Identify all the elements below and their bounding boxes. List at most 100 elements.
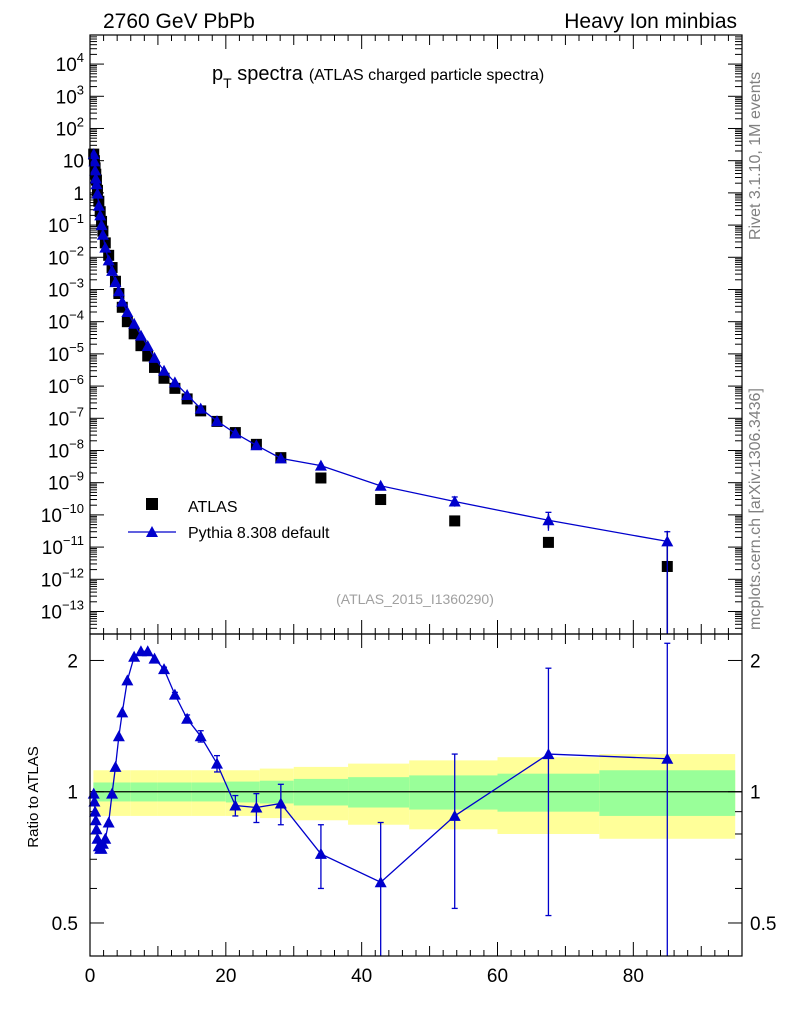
pythia-data-point bbox=[94, 209, 107, 221]
band-inner-segment bbox=[348, 777, 410, 808]
atlas-data-point bbox=[116, 301, 128, 313]
pythia-data-point bbox=[92, 199, 105, 211]
spectra-title: pT spectra (ATLAS charged particle spectr… bbox=[212, 63, 544, 91]
ratio-y-tick-label: 0.5 bbox=[52, 914, 78, 935]
pythia-data-point bbox=[181, 388, 194, 400]
main-y-tick-label: 10−10 bbox=[41, 501, 84, 527]
ratio-y-tick-label-right: 2 bbox=[750, 651, 761, 672]
pythia-data-point bbox=[89, 164, 102, 176]
main-y-tick-label: 10 bbox=[63, 152, 84, 173]
pythia-data-point bbox=[134, 329, 147, 341]
ratio-data-point bbox=[181, 712, 194, 724]
pythia-data-point bbox=[128, 317, 141, 329]
main-y-tick-label: 10−8 bbox=[48, 436, 84, 462]
ratio-data-point bbox=[128, 650, 141, 662]
spectra-panel: 10410310210110−110−210−310−410−510−610−7… bbox=[41, 34, 742, 635]
pythia-data-point bbox=[211, 415, 224, 427]
title-subscript-t: T bbox=[223, 75, 232, 91]
x-tick-label: 20 bbox=[215, 966, 236, 987]
ratio-ylabel: Ratio to ATLAS bbox=[25, 746, 42, 847]
main-y-tick-label: 10−12 bbox=[41, 565, 84, 591]
pythia-data-point bbox=[168, 376, 181, 388]
header-right: Heavy Ion minbias bbox=[564, 10, 737, 33]
ratio-panel: 0 20 40 60 80 2 2 1 1 0.5 0.5 bbox=[52, 634, 776, 987]
ratio-data-point bbox=[102, 816, 115, 828]
pythia-data-point bbox=[158, 364, 171, 376]
ratio-data-point bbox=[448, 809, 461, 821]
ratio-data-point bbox=[374, 876, 387, 888]
ratio-data-point bbox=[314, 847, 327, 859]
pythia-data-point bbox=[661, 535, 674, 547]
pythia-data-point bbox=[121, 305, 134, 317]
spectra-frame bbox=[89, 34, 743, 635]
atlas-data-point bbox=[542, 536, 554, 548]
atlas-data-point bbox=[149, 361, 161, 373]
x-tick-label: 0 bbox=[85, 966, 96, 987]
pythia-data-point bbox=[87, 148, 100, 160]
main-y-tick-label: 10−3 bbox=[48, 275, 84, 301]
pythia-line bbox=[93, 154, 668, 543]
pythia-data-point bbox=[542, 514, 555, 526]
pythia-data-point bbox=[89, 172, 102, 184]
main-y-tick-label: 10−1 bbox=[48, 211, 84, 237]
pythia-data-point bbox=[99, 241, 112, 253]
atlas-data-point bbox=[169, 382, 181, 394]
ratio-data-point bbox=[542, 748, 555, 760]
ratio-data-point bbox=[121, 674, 134, 686]
pythia-data-point bbox=[448, 495, 461, 507]
atlas-data-point bbox=[142, 350, 154, 362]
x-tick-label: 80 bbox=[623, 966, 644, 987]
legend: ATLAS Pythia 8.308 default bbox=[128, 498, 330, 542]
ratio-uncertainty-band bbox=[90, 754, 742, 839]
ratio-data-point bbox=[106, 787, 119, 799]
ratio-frame bbox=[89, 633, 743, 957]
pythia-data-point bbox=[102, 254, 115, 266]
main-y-tick-label: 1 bbox=[73, 184, 84, 205]
main-y-tick-label: 10−5 bbox=[48, 340, 84, 366]
ratio-data-point bbox=[89, 805, 102, 817]
atlas-data-point bbox=[315, 472, 327, 484]
band-inner-segment bbox=[409, 775, 498, 810]
atlas-data-point bbox=[121, 316, 133, 328]
header-left: 2760 GeV PbPb bbox=[103, 10, 255, 33]
pythia-data-point bbox=[106, 264, 119, 276]
ratio-data-point bbox=[88, 795, 101, 807]
pythia-data-point bbox=[250, 439, 263, 451]
main-y-tick-label: 102 bbox=[56, 114, 84, 140]
legend-atlas-label: ATLAS bbox=[188, 499, 238, 516]
title-parenthetical: (ATLAS charged particle spectra) bbox=[309, 67, 544, 84]
ratio-data-point bbox=[661, 752, 674, 764]
pythia-data-point bbox=[148, 351, 161, 363]
pythia-data-point bbox=[141, 340, 154, 352]
ratio-data-point bbox=[148, 652, 161, 664]
pythia-data-point bbox=[112, 285, 125, 297]
legend-atlas-marker bbox=[146, 498, 158, 510]
ratio-data-point bbox=[116, 706, 129, 718]
ratio-data-point bbox=[89, 814, 102, 826]
analysis-reference: (ATLAS_2015_I1360290) bbox=[336, 591, 494, 607]
rivet-version-note: Rivet 3.1.10, 1M events bbox=[747, 72, 764, 240]
ratio-data-point bbox=[91, 832, 104, 844]
ratio-data-point bbox=[274, 797, 287, 809]
pythia-data-point bbox=[90, 178, 103, 190]
main-y-tick-label: 10−6 bbox=[48, 372, 84, 398]
x-tick-label: 40 bbox=[351, 966, 372, 987]
title-p: p bbox=[212, 63, 223, 85]
source-note: mcplots.cern.ch [arXiv:1306.3436] bbox=[747, 388, 764, 630]
pythia-data-point bbox=[95, 219, 108, 231]
pythia-data-point bbox=[88, 155, 101, 167]
ratio-y-tick-label-right: 0.5 bbox=[750, 914, 776, 935]
ratio-data-point bbox=[158, 663, 171, 675]
pythia-data-point bbox=[229, 427, 242, 439]
ratio-data-point bbox=[112, 730, 125, 742]
ratio-y-tick-label: 1 bbox=[67, 783, 78, 804]
main-y-tick-label: 10−7 bbox=[48, 404, 84, 430]
main-y-tick-label: 104 bbox=[56, 50, 84, 76]
pythia-data-point bbox=[91, 187, 104, 199]
ratio-data-point bbox=[250, 801, 263, 813]
legend-pythia-label: Pythia 8.308 default bbox=[188, 525, 330, 542]
ratio-data-point bbox=[109, 760, 122, 772]
title-spectra-word: spectra bbox=[232, 63, 304, 85]
ratio-data-point bbox=[168, 688, 181, 700]
